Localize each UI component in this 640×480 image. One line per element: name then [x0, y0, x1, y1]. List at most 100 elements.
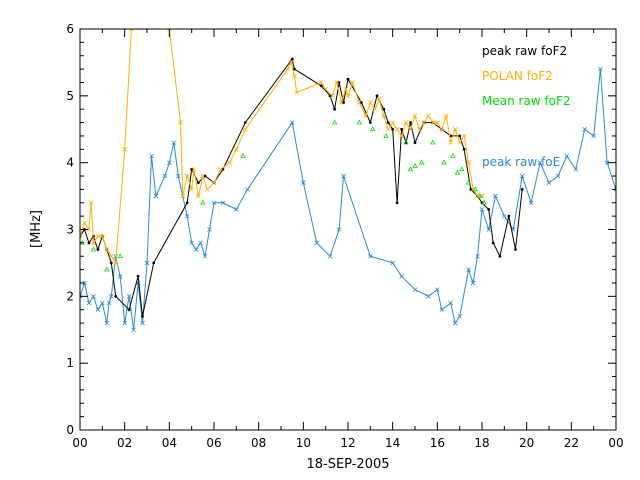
data-point — [141, 314, 144, 318]
series-mean-raw-fof2 — [80, 119, 487, 272]
data-point — [198, 240, 203, 246]
data-point — [126, 294, 132, 299]
data-point — [368, 253, 373, 259]
data-point — [162, 173, 168, 179]
data-point — [469, 188, 473, 191]
data-point — [475, 253, 480, 259]
data-point — [448, 140, 454, 145]
data-point — [180, 193, 186, 199]
data-point — [82, 220, 87, 226]
data-point — [470, 280, 476, 286]
data-point — [450, 152, 456, 158]
data-point — [466, 160, 471, 165]
x-tick-label: 12 — [340, 436, 355, 450]
data-point — [412, 287, 418, 292]
data-point — [457, 140, 462, 145]
series-line-peak-raw-foe — [80, 69, 616, 330]
data-point — [100, 300, 105, 306]
data-point — [439, 126, 445, 132]
data-point — [502, 213, 507, 219]
data-point — [184, 173, 190, 179]
data-point — [234, 207, 239, 212]
y-axis-label: [MHz] — [29, 210, 44, 248]
data-point — [452, 320, 458, 326]
data-point — [435, 120, 440, 125]
data-point — [292, 73, 297, 79]
data-point — [452, 126, 458, 132]
data-point — [408, 126, 413, 132]
data-point — [403, 139, 409, 145]
data-point — [491, 241, 495, 245]
data-point — [293, 67, 296, 71]
data-point — [104, 320, 110, 326]
y-tick-label: 6 — [66, 22, 74, 36]
data-point — [190, 167, 194, 171]
data-point — [122, 320, 127, 326]
data-point — [207, 227, 212, 232]
data-point — [337, 81, 341, 84]
data-point — [573, 167, 579, 172]
x-tick-label: 22 — [564, 436, 579, 450]
data-point — [591, 133, 596, 139]
data-point — [191, 167, 197, 172]
y-tick-label: 1 — [66, 356, 74, 370]
data-point — [382, 107, 386, 111]
data-point — [426, 294, 431, 299]
data-point — [80, 294, 83, 299]
data-point — [114, 294, 118, 298]
data-point — [604, 160, 610, 165]
data-point — [435, 287, 440, 292]
data-point — [493, 193, 498, 199]
data-point — [555, 173, 561, 179]
data-point — [202, 253, 208, 259]
y-tick-label: 5 — [66, 89, 74, 103]
data-point — [409, 121, 412, 124]
data-point — [86, 300, 92, 306]
data-point — [360, 101, 363, 104]
x-tick-label: 00 — [608, 436, 623, 450]
data-point — [88, 200, 94, 206]
data-point — [369, 126, 376, 132]
data-point — [465, 179, 472, 185]
x-tick-label: 18 — [474, 436, 489, 450]
data-point — [443, 113, 449, 119]
data-point — [203, 174, 207, 178]
data-point — [82, 280, 87, 286]
data-point — [368, 121, 372, 124]
data-point — [104, 247, 110, 252]
data-point — [350, 80, 355, 85]
data-point — [131, 327, 136, 333]
series-peak-raw-foe — [80, 66, 616, 333]
data-point — [430, 120, 436, 125]
data-point — [314, 240, 320, 246]
data-point — [96, 248, 100, 251]
data-point — [136, 274, 140, 278]
series-line-polan-fof2 — [80, 29, 482, 265]
data-point — [399, 133, 404, 139]
data-point — [127, 308, 131, 312]
data-point — [372, 106, 378, 112]
data-point — [319, 84, 323, 88]
data-point — [323, 86, 328, 92]
data-point — [546, 180, 552, 185]
data-point — [385, 126, 391, 132]
data-point — [109, 261, 113, 265]
data-point — [129, 29, 134, 32]
data-point — [407, 166, 414, 172]
data-point — [288, 60, 294, 65]
data-point — [613, 187, 616, 192]
data-point — [327, 253, 333, 259]
data-point — [412, 113, 418, 119]
data-point — [498, 254, 502, 258]
data-point — [459, 166, 465, 172]
data-point — [100, 233, 105, 239]
x-tick-label: 14 — [385, 436, 400, 450]
data-point — [528, 200, 534, 206]
data-point — [175, 173, 181, 179]
x-axis-label: 18-SEP-2005 — [306, 457, 389, 472]
data-point — [108, 253, 114, 259]
data-point — [245, 187, 250, 192]
legend-entry-mean-raw-fof2: Mean raw foF2 — [482, 94, 571, 108]
data-point — [234, 147, 239, 152]
